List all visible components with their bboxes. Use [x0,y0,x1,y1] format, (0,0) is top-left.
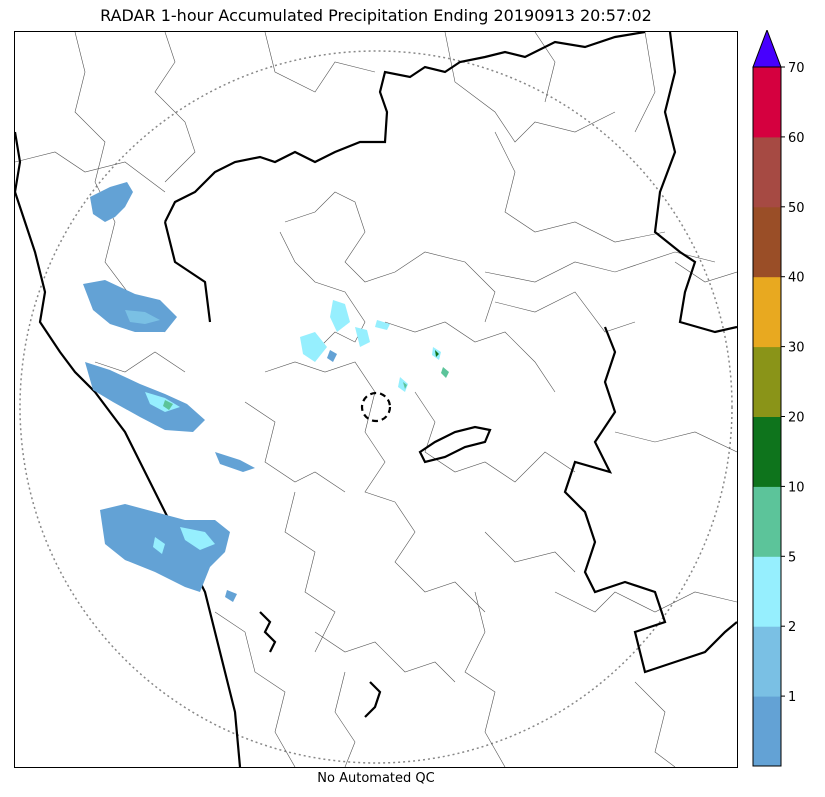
colorbar-tick-label: 50 [788,201,805,216]
colorbar-swatches [753,67,781,767]
colorbar-tick-label: 2 [788,620,796,635]
map-canvas [15,32,737,767]
colorbar-swatch [753,276,781,348]
colorbar-tick-label: 10 [788,480,805,495]
precipitation-echoes [83,182,449,602]
colorbar-tick-label: 60 [788,131,805,146]
colorbar-swatch [753,486,781,557]
colorbar-swatch [753,416,781,487]
colorbar-swatch [753,206,781,278]
colorbar-canvas: 1 2 5 10 20 30 40 50 60 70 [752,28,805,767]
qc-caption: No Automated QC [317,771,435,786]
colorbar-swatch [753,346,781,417]
district-boundaries [15,32,737,767]
colorbar-ticks: 1 2 5 10 20 30 40 50 60 70 [781,61,805,705]
radar-site-marker [360,391,392,423]
colorbar-tick-label: 20 [788,411,805,426]
colorbar-swatch [753,626,781,697]
colorbar-tick-label: 70 [788,61,805,76]
radar-map[interactable] [14,31,738,768]
radar-range-ring [19,50,733,764]
colorbar-tick-label: 40 [788,271,805,286]
map-title: RADAR 1-hour Accumulated Precipitation E… [100,6,652,25]
colorbar-tick-label: 1 [788,690,796,705]
colorbar-tick-label: 5 [788,550,796,565]
state-boundaries [15,32,737,767]
colorbar-swatch [753,556,781,627]
colorbar-tick-label: 30 [788,341,805,356]
precipitation-colorbar: 1 2 5 10 20 30 40 50 60 70 [748,28,825,770]
colorbar-extend-arrow [752,28,782,68]
colorbar-swatch [753,136,781,208]
colorbar-swatch [753,696,781,767]
colorbar-swatch [753,67,781,138]
